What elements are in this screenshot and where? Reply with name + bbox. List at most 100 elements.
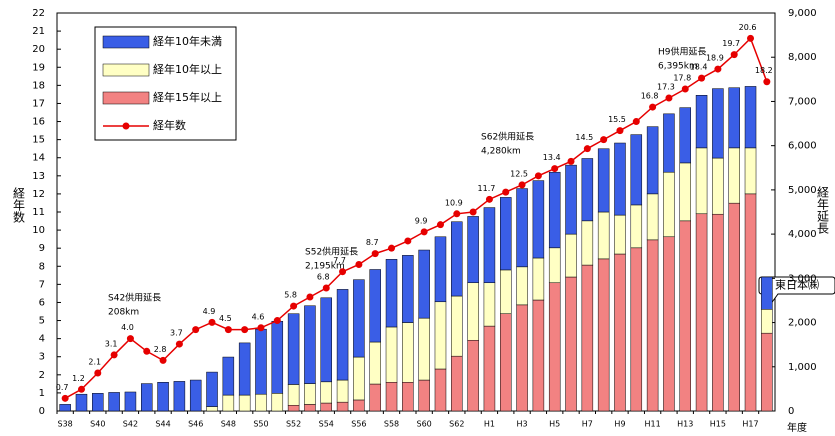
line-point: [61, 394, 69, 402]
x-tick-label: H5: [549, 420, 560, 429]
data-label: 0.7: [56, 383, 69, 392]
line-point: [681, 85, 689, 93]
bar-segment: [728, 147, 740, 204]
bar-segment: [369, 269, 381, 343]
legend-label: 経年10年未満: [153, 34, 222, 48]
annotation: S42供用延長: [108, 292, 161, 304]
data-label: 8.7: [366, 238, 379, 247]
x-tick-label: H15: [710, 420, 726, 429]
line-point: [224, 326, 232, 334]
line-point: [126, 335, 134, 343]
bar-segment: [287, 313, 300, 385]
bar-segment: [451, 355, 463, 412]
data-label: 14.5: [575, 133, 593, 142]
x-tick-label: S54: [319, 420, 334, 429]
data-label: 16.8: [641, 92, 659, 101]
bar-segment: [385, 259, 398, 328]
data-label: 18.4: [690, 63, 708, 72]
bar-segment: [238, 394, 251, 412]
bar-segment: [238, 342, 251, 396]
bar-segment: [304, 404, 316, 412]
bar-segment: [597, 258, 610, 412]
y2-tick-label: 5,000: [788, 185, 817, 196]
bar-segment: [679, 162, 691, 222]
bar-segment: [679, 107, 691, 164]
y-tick-label: 19: [32, 62, 45, 73]
data-label: 4.5: [219, 314, 232, 323]
bar-segment: [402, 382, 414, 412]
bar-segment: [304, 383, 316, 405]
y-tick-label: 3: [39, 352, 45, 363]
legend-swatch: [122, 122, 130, 130]
line-point: [306, 293, 314, 301]
y-tick-label: 7: [39, 279, 45, 290]
bar-segment: [728, 87, 740, 149]
line-point: [371, 250, 379, 258]
line-point: [502, 188, 510, 196]
bar-segment: [679, 220, 691, 412]
bar-segment: [467, 216, 479, 284]
y-tick-label: 0: [39, 406, 45, 417]
bar-segment: [336, 401, 349, 412]
bar-segment: [500, 197, 512, 271]
x-tick-label: S50: [253, 420, 268, 429]
x-tick-label: S40: [90, 420, 105, 429]
line-point: [649, 103, 657, 111]
line-point: [567, 157, 575, 165]
bar-segment: [614, 253, 626, 412]
x-tick-label: S38: [58, 420, 73, 429]
line-point: [273, 317, 281, 325]
data-label: 3.7: [170, 329, 183, 338]
x-tick-label: S60: [417, 420, 432, 429]
line-point: [763, 78, 771, 86]
bar-segment: [173, 381, 186, 412]
bar-segment: [761, 332, 773, 412]
line-point: [632, 118, 640, 126]
bar-segment: [712, 157, 724, 215]
line-point: [583, 145, 591, 153]
x-tick-label: S42: [123, 420, 138, 429]
line-point: [355, 260, 363, 268]
data-label: 20.6: [739, 23, 757, 32]
bar-segment: [646, 126, 659, 195]
y2-tick-label: 7,000: [788, 96, 817, 107]
line-point: [77, 385, 85, 393]
y-tick-label: 8: [39, 261, 45, 272]
bar-segment: [548, 282, 561, 412]
legend-swatch: [102, 63, 150, 77]
bar-segment: [597, 148, 610, 213]
bar-segment: [565, 276, 577, 412]
line-point: [534, 172, 542, 180]
bar-segment: [646, 193, 659, 241]
bar-segment: [483, 325, 496, 412]
y2-tick-label: 3,000: [788, 273, 817, 284]
line-point: [404, 237, 412, 245]
y-tick-label: 16: [32, 117, 45, 128]
line-point: [143, 347, 151, 355]
y-tick-label: 20: [32, 44, 45, 55]
line-point: [698, 74, 706, 82]
bar-segment: [206, 371, 218, 407]
data-label: 1.2: [72, 374, 85, 383]
line-point: [290, 302, 298, 310]
line-point: [192, 326, 200, 334]
line-point: [94, 369, 102, 377]
bar-segment: [157, 382, 169, 412]
line-point: [175, 340, 183, 348]
bar-segment: [304, 305, 316, 384]
y-tick-label: 14: [32, 153, 45, 164]
y-tick-label: 10: [32, 225, 45, 236]
bar-segment: [516, 188, 528, 268]
data-label: 4.9: [203, 307, 216, 316]
y-tick-label: 21: [32, 26, 45, 37]
y-tick-label: 6: [39, 297, 45, 308]
line-point: [420, 228, 428, 236]
line-point: [600, 136, 608, 144]
bar-segment: [320, 297, 332, 383]
y-tick-label: 18: [32, 80, 45, 91]
y2-tick-label: 4,000: [788, 229, 817, 240]
x-tick-label: S46: [188, 420, 203, 429]
x-tick-label: H7: [582, 420, 593, 429]
x-tick-label: H1: [484, 420, 495, 429]
